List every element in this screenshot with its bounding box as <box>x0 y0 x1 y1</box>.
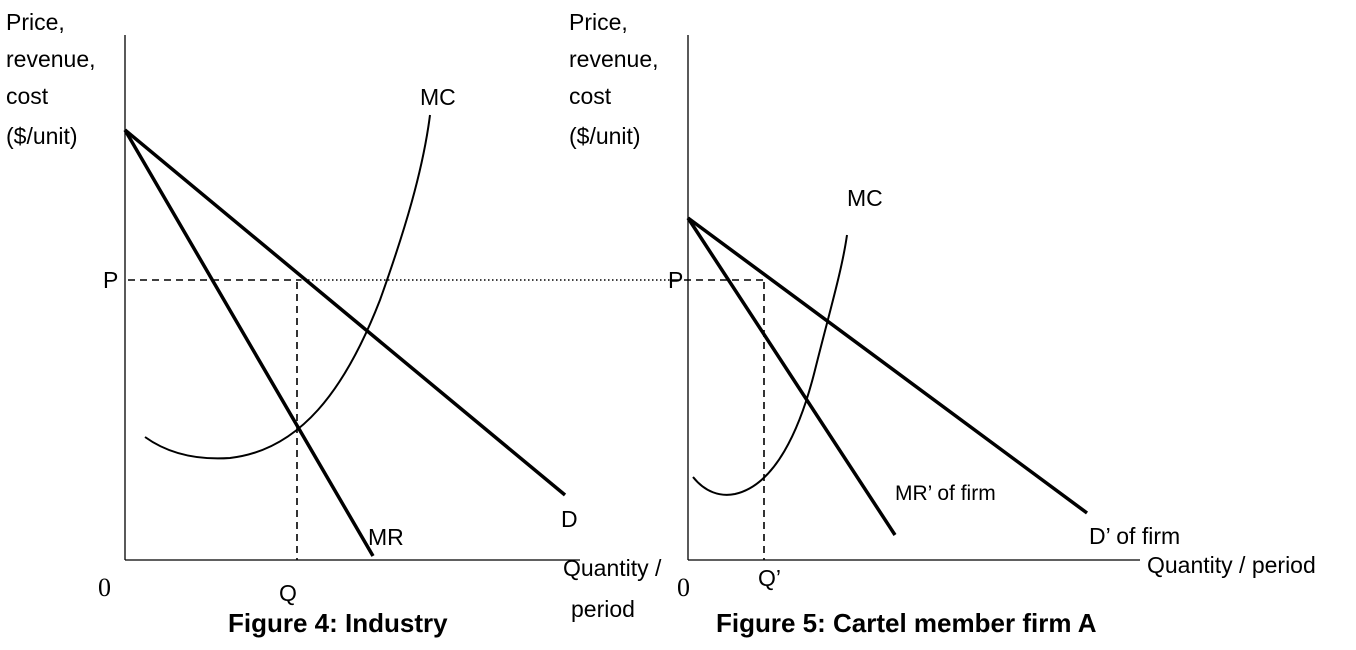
fig4-y-axis-label-4: ($/unit) <box>6 123 78 149</box>
fig4-mc-curve <box>144 114 431 460</box>
fig4-y-axis-label-1: Price, <box>6 9 65 35</box>
fig5-caption: Figure 5: Cartel member firm A <box>716 608 1097 638</box>
fig5-mc-label: MC <box>847 185 883 211</box>
fig4-demand-curve <box>123 128 567 497</box>
fig4-mc-label: MC <box>420 84 456 110</box>
fig5-y-axis-label-4: ($/unit) <box>569 123 641 149</box>
fig4-caption: Figure 4: Industry <box>228 608 448 638</box>
fig4-x-axis-label-2: period <box>571 596 635 622</box>
fig5-d-label: D’ of firm <box>1089 523 1180 549</box>
fig5-mr-curve <box>686 217 897 536</box>
fig4-d-label: D <box>561 506 578 532</box>
fig5-origin-label: 0 <box>677 573 690 602</box>
fig4-q-label: Q <box>279 580 297 606</box>
fig5-y-axis-label-3: cost <box>569 83 612 109</box>
fig4-p-label: P <box>103 267 118 293</box>
fig4-y-axis-label-3: cost <box>6 83 49 109</box>
figure-5-cartel-firm: Price, revenue, cost ($/unit) MC MR’ of … <box>569 9 1316 638</box>
fig4-x-axis-label-1: Quantity / <box>563 555 662 581</box>
fig5-q-label: Q’ <box>758 565 781 591</box>
fig5-y-axis-label-2: revenue, <box>569 46 659 72</box>
fig5-p-label: P <box>668 267 683 293</box>
fig5-y-axis-label-1: Price, <box>569 9 628 35</box>
figure-4-industry: Price, revenue, cost ($/unit) MC MR D P … <box>6 9 662 638</box>
fig5-mc-curve <box>692 234 848 496</box>
fig5-mr-label: MR’ of firm <box>895 482 996 505</box>
fig5-x-axis-label: Quantity / period <box>1147 552 1316 578</box>
fig4-mr-curve <box>123 129 375 557</box>
fig5-demand-curve <box>686 216 1089 515</box>
fig4-y-axis-label-2: revenue, <box>6 46 96 72</box>
fig4-origin-label: 0 <box>98 573 111 602</box>
fig4-mr-label: MR <box>368 524 404 550</box>
